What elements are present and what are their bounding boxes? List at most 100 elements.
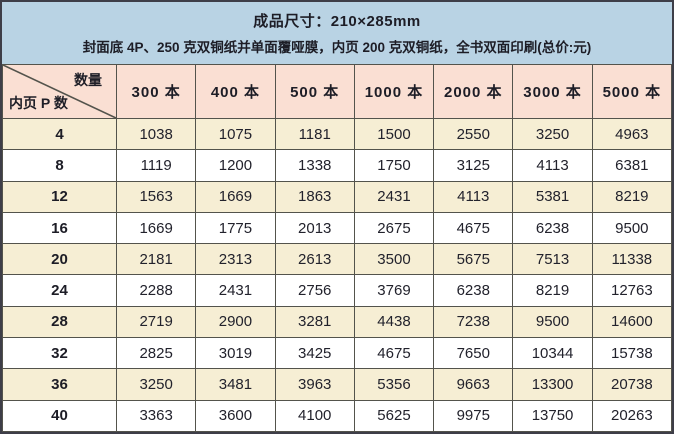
row-label: 8 <box>2 149 117 182</box>
price-cell: 3600 <box>195 399 276 432</box>
price-cell: 2181 <box>115 243 197 276</box>
table-row: 8 1119 1200 1338 1750 3125 4113 6381 <box>2 149 672 182</box>
column-header: 2000 本 <box>433 64 514 119</box>
corner-pages-label: 内页 P 数 <box>9 95 68 111</box>
table-row: 24 2288 2431 2756 3769 6238 8219 12763 <box>2 274 672 307</box>
row-label: 32 <box>2 337 117 370</box>
price-cell: 3019 <box>195 337 276 370</box>
price-cell: 9663 <box>433 368 514 401</box>
price-cell: 4113 <box>433 180 514 213</box>
price-cell: 2313 <box>195 243 276 276</box>
column-header: 300 本 <box>115 64 197 119</box>
price-cell: 15738 <box>591 337 672 370</box>
row-label: 40 <box>2 399 117 432</box>
price-cell: 5381 <box>512 180 593 213</box>
price-cell: 1181 <box>274 117 355 151</box>
column-header: 1000 本 <box>353 64 435 119</box>
price-cell: 9500 <box>512 305 593 339</box>
price-cell: 2613 <box>274 243 355 276</box>
diagonal-line <box>3 65 116 118</box>
price-cell: 3481 <box>195 368 276 401</box>
price-cell: 4675 <box>433 211 514 245</box>
price-cell: 5625 <box>353 399 435 432</box>
table-row: 40 3363 3600 4100 5625 9975 13750 20263 <box>2 399 672 432</box>
price-cell: 4438 <box>353 305 435 339</box>
price-cell: 11338 <box>591 243 672 276</box>
price-cell: 12763 <box>591 274 672 307</box>
price-cell: 1038 <box>115 117 197 151</box>
paper-spec-subtitle: 封面底 4P、250 克双铜纸并单面覆哑膜，内页 200 克双铜纸，全书双面印刷… <box>82 40 592 55</box>
price-cell: 2431 <box>195 274 276 307</box>
price-cell: 7513 <box>512 243 593 276</box>
price-cell: 14600 <box>591 305 672 339</box>
price-cell: 1200 <box>195 149 276 182</box>
column-header-row: 数量 内页 P 数 300 本 400 本 500 本 1000 本 2000 本 300… <box>2 64 672 119</box>
price-cell: 8219 <box>591 180 672 213</box>
price-cell: 3425 <box>274 337 355 370</box>
row-label: 4 <box>2 117 117 151</box>
row-label: 36 <box>2 368 117 401</box>
price-cell: 3500 <box>353 243 435 276</box>
price-cell: 20738 <box>591 368 672 401</box>
price-cell: 3250 <box>115 368 197 401</box>
price-cell: 3363 <box>115 399 197 432</box>
price-cell: 7238 <box>433 305 514 339</box>
price-cell: 3769 <box>353 274 435 307</box>
row-label: 16 <box>2 211 117 245</box>
price-cell: 2756 <box>274 274 355 307</box>
price-cell: 3250 <box>512 117 593 151</box>
table-row: 36 3250 3481 3963 5356 9663 13300 20738 <box>2 368 672 401</box>
price-table: 数量 内页 P 数 300 本 400 本 500 本 1000 本 2000 本 300… <box>2 64 672 432</box>
price-cell: 2900 <box>195 305 276 339</box>
price-cell: 1563 <box>115 180 197 213</box>
column-header: 500 本 <box>274 64 355 119</box>
price-cell: 4100 <box>274 399 355 432</box>
price-cell: 13300 <box>512 368 593 401</box>
table-row: 4 1038 1075 1181 1500 2550 3250 4963 <box>2 117 672 151</box>
table-row: 28 2719 2900 3281 4438 7238 9500 14600 <box>2 305 672 339</box>
price-table-body: 4 1038 1075 1181 1500 2550 3250 4963 8 1119 1200 13… <box>2 117 672 432</box>
price-cell: 1750 <box>353 149 435 182</box>
price-cell: 6238 <box>433 274 514 307</box>
table-row: 32 2825 3019 3425 4675 7650 10344 15738 <box>2 337 672 370</box>
price-cell: 1669 <box>115 211 197 245</box>
row-label: 12 <box>2 180 117 213</box>
price-cell: 2675 <box>353 211 435 245</box>
price-cell: 2288 <box>115 274 197 307</box>
price-cell: 5675 <box>433 243 514 276</box>
diagonal-corner-cell: 数量 内页 P 数 <box>2 64 117 119</box>
row-label: 20 <box>2 243 117 276</box>
price-cell: 2550 <box>433 117 514 151</box>
price-cell: 10344 <box>512 337 593 370</box>
price-cell: 5356 <box>353 368 435 401</box>
price-cell: 4963 <box>591 117 672 151</box>
price-cell: 1500 <box>353 117 435 151</box>
price-cell: 1775 <box>195 211 276 245</box>
price-cell: 3281 <box>274 305 355 339</box>
price-cell: 1119 <box>115 149 197 182</box>
column-header: 5000 本 <box>591 64 672 119</box>
price-cell: 2825 <box>115 337 197 370</box>
product-size-title: 成品尺寸：210×285mm <box>253 13 421 30</box>
price-cell: 8219 <box>512 274 593 307</box>
price-cell: 3963 <box>274 368 355 401</box>
price-cell: 3125 <box>433 149 514 182</box>
price-cell: 7650 <box>433 337 514 370</box>
price-cell: 1863 <box>274 180 355 213</box>
price-cell: 1075 <box>195 117 276 151</box>
table-row: 16 1669 1775 2013 2675 4675 6238 9500 <box>2 211 672 245</box>
price-cell: 20263 <box>591 399 672 432</box>
corner-quantity-label: 数量 <box>74 72 102 88</box>
column-header: 3000 本 <box>512 64 593 119</box>
table-row: 12 1563 1669 1863 2431 4113 5381 8219 <box>2 180 672 213</box>
title-banner: 成品尺寸：210×285mm 封面底 4P、250 克双铜纸并单面覆哑膜，内页 … <box>2 2 672 64</box>
price-cell: 1338 <box>274 149 355 182</box>
column-header: 400 本 <box>195 64 276 119</box>
price-cell: 13750 <box>512 399 593 432</box>
price-cell: 4675 <box>353 337 435 370</box>
row-label: 24 <box>2 274 117 307</box>
price-cell: 9500 <box>591 211 672 245</box>
row-label: 28 <box>2 305 117 339</box>
price-cell: 9975 <box>433 399 514 432</box>
